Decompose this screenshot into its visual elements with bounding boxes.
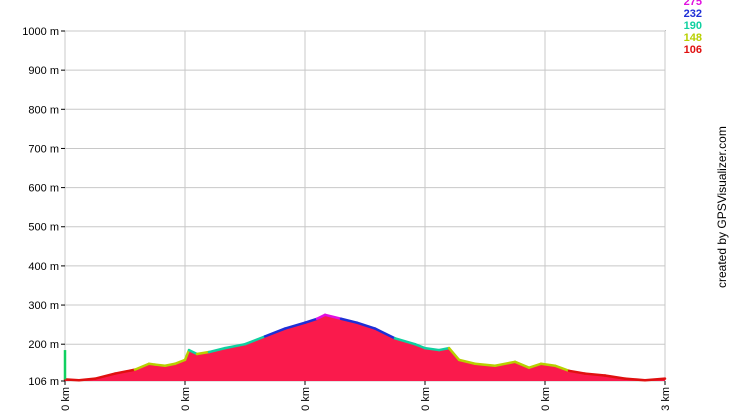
elevation-segment (527, 362, 543, 369)
elevation-segment (173, 358, 187, 366)
elevation-segment (263, 327, 287, 338)
elevation-segment (643, 377, 667, 382)
y-tick-label: 106 m (28, 376, 59, 388)
elevation-segment (513, 360, 531, 369)
legend-value: 148 (684, 32, 702, 44)
elevation-segment (393, 337, 417, 346)
elevation-segment (423, 346, 441, 352)
x-tick-label: 0 km (420, 387, 432, 411)
elevation-segment (553, 364, 571, 373)
y-axis-ticks: 1000 m 900 m 800 m 700 m 600 m 500 m 400 m 300 … (22, 26, 65, 388)
elevation-segment (223, 342, 247, 350)
legend-value: 190 (684, 20, 702, 32)
elevation-segment (623, 377, 647, 382)
elevation-segment (603, 374, 627, 380)
elevation-segment (63, 378, 81, 382)
elevation-line (63, 313, 667, 382)
elevation-area (65, 314, 665, 381)
elevation-segment (133, 362, 151, 371)
elevation-segment (493, 360, 517, 367)
elevation-segment (93, 372, 117, 380)
plot-area (64, 30, 666, 382)
elevation-segment (355, 321, 377, 330)
elevation-segment (315, 313, 327, 321)
elevation-segment (195, 350, 211, 356)
x-tick-label: 0 km (540, 387, 552, 411)
elevation-segment (447, 346, 461, 362)
elevation-segment (77, 377, 97, 382)
elevation-segment (583, 372, 607, 377)
elevation-segment (539, 362, 557, 367)
y-tick-label: 700 m (28, 143, 59, 155)
elevation-segment (567, 369, 587, 375)
elevation-segment (187, 348, 199, 356)
elevation-segment (163, 362, 177, 367)
x-tick-label: 0 km (180, 387, 192, 411)
elevation-segment (413, 342, 427, 350)
elevation-segment (323, 313, 343, 321)
y-tick-label: 800 m (28, 104, 59, 116)
y-tick-label: 500 m (28, 222, 59, 234)
y-tick-label: 200 m (28, 339, 59, 351)
legend-value: 232 (684, 8, 702, 20)
x-tick-label: 0 km (300, 387, 312, 411)
elevation-segment (207, 346, 227, 354)
credit-text: created by GPSVisualizer.com (715, 126, 729, 288)
x-tick-label: 0 km (60, 387, 72, 411)
legend-value: 275 (684, 0, 702, 8)
y-tick-label: 1000 m (22, 26, 59, 38)
x-axis-ticks: 0 km 0 km 0 km 0 km 0 km 3 km (60, 381, 672, 411)
y-tick-label: 600 m (28, 183, 59, 195)
elevation-segment (303, 317, 319, 324)
y-tick-label: 400 m (28, 261, 59, 273)
y-tick-label: 300 m (28, 300, 59, 312)
elevation-segment (113, 368, 137, 375)
elevation-segment (437, 346, 451, 352)
elevation-segment (183, 348, 191, 362)
y-tick-label: 900 m (28, 65, 59, 77)
elevation-segment (373, 327, 397, 340)
elevation-segment (153, 363, 167, 367)
elevation-segment (283, 321, 307, 330)
legend-value: 106 (684, 44, 702, 56)
elevation-fill (65, 314, 665, 381)
elevation-segment (457, 358, 477, 366)
elevation-segment (339, 317, 359, 324)
x-tick-label: 3 km (660, 387, 672, 411)
elevation-segment (473, 362, 497, 367)
elevation-segment (243, 335, 267, 346)
